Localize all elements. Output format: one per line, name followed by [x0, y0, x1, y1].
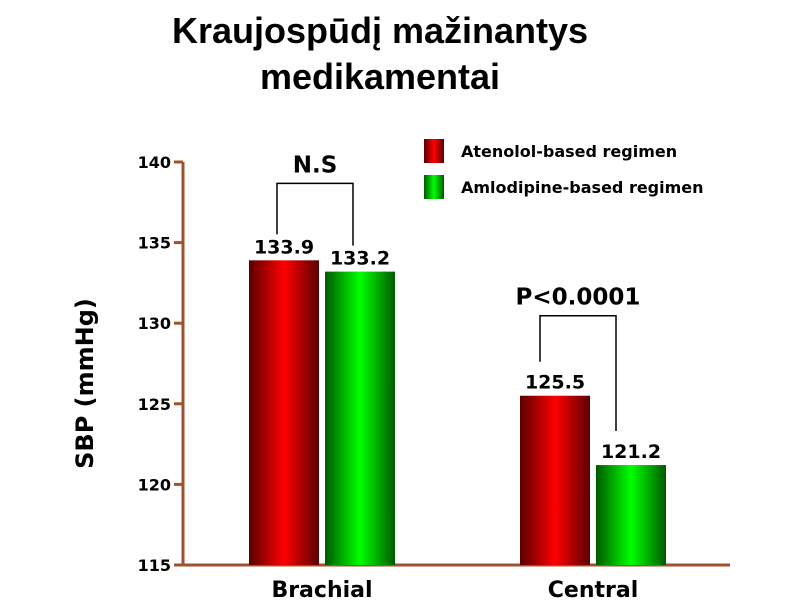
- x-category-label: Brachial: [271, 578, 372, 600]
- y-tick-label: 130: [138, 314, 171, 333]
- data-label: 125.5: [525, 372, 585, 394]
- significance-label: P<0.0001: [516, 285, 641, 311]
- legend-label: Atenolol-based regimen: [461, 142, 677, 161]
- slide-title-line-2: medikamentai: [259, 56, 501, 97]
- y-tick-label: 115: [138, 556, 171, 575]
- bar-1-0: [520, 395, 590, 565]
- bar-0-1: [325, 271, 395, 565]
- significance-bracket: [276, 182, 354, 246]
- legend-swatch: [424, 139, 444, 163]
- y-tick-label: 140: [138, 153, 171, 172]
- significance-bracket: [539, 314, 617, 432]
- bar-1-1: [596, 465, 666, 565]
- y-tick-label: 120: [138, 475, 171, 494]
- data-label: 133.9: [254, 236, 314, 258]
- x-category-label: Central: [548, 578, 638, 600]
- bar-0-0: [249, 260, 319, 565]
- y-tick-label: 125: [138, 395, 171, 414]
- legend-label: Amlodipine-based regimen: [461, 178, 704, 197]
- y-axis-title: SBP (mmHg): [71, 298, 99, 469]
- slide-title: Kraujospūdį mažinantys medikamentai: [0, 8, 760, 100]
- data-label: 133.2: [330, 248, 390, 270]
- legend-swatch: [424, 175, 444, 199]
- y-tick-label: 135: [138, 234, 171, 253]
- data-label: 121.2: [601, 441, 661, 463]
- slide-title-line-1: Kraujospūdį mažinantys: [171, 10, 589, 51]
- significance-label: N.S: [293, 152, 338, 178]
